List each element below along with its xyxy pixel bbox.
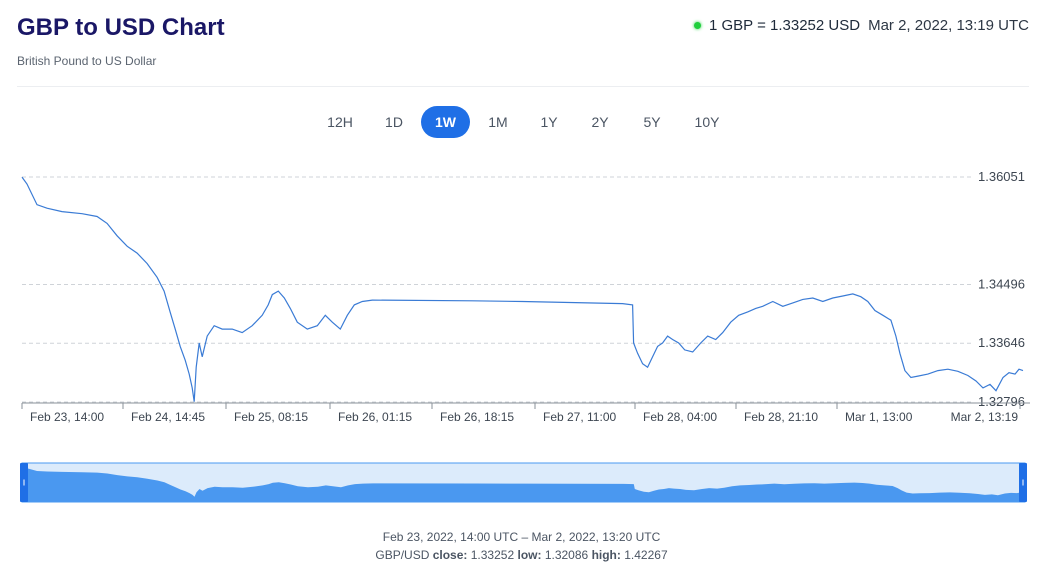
y-tick-label-bg <box>972 334 1028 351</box>
range-button-1w[interactable]: 1W <box>421 106 470 138</box>
series-line <box>21 176 1024 402</box>
y-tick-label-bg <box>972 393 1028 409</box>
x-tick-label: Mar 1, 13:00 <box>845 410 913 424</box>
y-tick-label-bg <box>972 275 1028 292</box>
footer-date-range: Feb 23, 2022, 14:00 UTC – Mar 2, 2022, 1… <box>382 530 661 544</box>
x-tick-label: Feb 28, 21:10 <box>744 410 818 424</box>
y-tick-label-bg <box>972 168 1028 184</box>
footer-close-value: 1.33252 <box>470 548 515 562</box>
price-chart[interactable]: 1.36051 1.34496 1.33646 1.32796 Feb 23, 14:0… <box>0 150 1043 520</box>
x-tick-label: Feb 25, 08:15 <box>234 410 308 424</box>
x-tick-label: Feb 27, 11:00 <box>543 410 616 424</box>
x-tick-label: Feb 28, 04:00 <box>643 410 717 424</box>
range-button-1d[interactable]: 1D <box>376 106 412 138</box>
page-subtitle: British Pound to US Dollar <box>17 54 157 68</box>
y-tick-label: 1.36051 <box>978 169 1025 184</box>
x-tick-label: Mar 2, 13:19 <box>951 410 1019 424</box>
range-button-1y[interactable]: 1Y <box>531 106 567 138</box>
x-tick-label: Feb 26, 18:15 <box>440 410 514 424</box>
page-title: GBP to USD Chart <box>17 14 225 41</box>
live-rate: 1 GBP = 1.33252 USD Mar 2, 2022, 13:19 U… <box>694 17 1029 34</box>
x-tick-label: Feb 23, 14:00 <box>30 410 104 424</box>
rate-value: 1 GBP = 1.33252 USD <box>709 17 861 34</box>
footer-close-label: close: <box>432 548 468 562</box>
live-indicator-icon <box>694 22 701 29</box>
x-tick-label: Feb 26, 01:15 <box>338 410 412 424</box>
range-button-12h[interactable]: 12H <box>322 106 358 138</box>
rate-timestamp: Mar 2, 2022, 13:19 UTC <box>868 17 1029 34</box>
range-selector: 12H 1D 1W 1M 1Y 2Y 5Y 10Y <box>0 106 1043 138</box>
range-button-5y[interactable]: 5Y <box>634 106 670 138</box>
footer-low-label: low: <box>517 548 542 562</box>
footer-high-label: high: <box>591 548 621 562</box>
footer-high-value: 1.42267 <box>624 548 668 562</box>
y-tick-label: 1.32796 <box>978 394 1025 409</box>
range-button-1m[interactable]: 1M <box>480 106 516 138</box>
y-tick-label: 1.34496 <box>978 276 1025 291</box>
footer-stats: GBP/USD close: 1.33252 low: 1.32086 high… <box>0 548 1043 562</box>
x-tick-label: Feb 24, 14:45 <box>131 410 205 424</box>
y-tick-label: 1.33646 <box>978 335 1025 350</box>
range-button-10y[interactable]: 10Y <box>688 106 726 138</box>
navigator-area <box>22 467 1025 502</box>
footer-low-value: 1.32086 <box>544 548 589 562</box>
footer-pair: GBP/USD <box>375 548 430 562</box>
header-divider <box>17 86 1029 87</box>
range-button-2y[interactable]: 2Y <box>582 106 618 138</box>
